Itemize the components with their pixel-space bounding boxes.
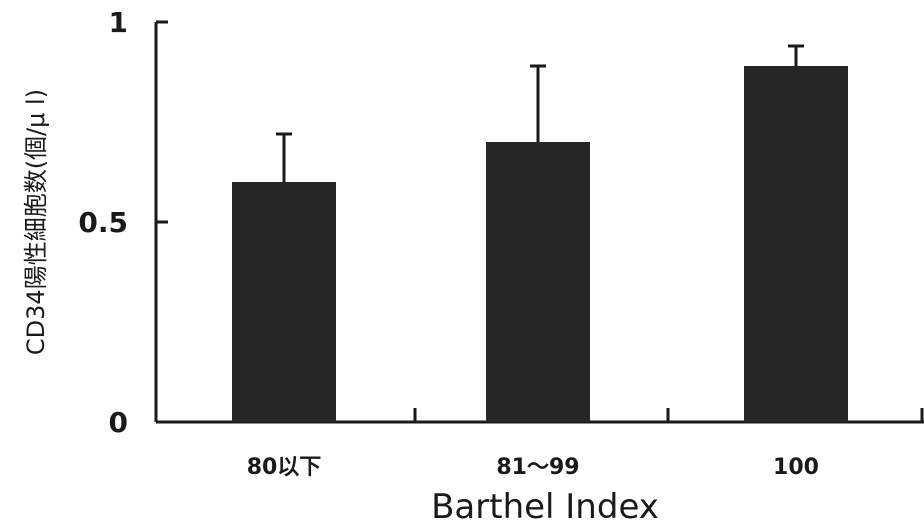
y-tick-label-3: 1: [109, 6, 128, 39]
x-tick-label-1: 80以下: [247, 455, 322, 480]
error-bars: [276, 44, 804, 182]
bar-2: [486, 142, 590, 422]
bars: [232, 66, 848, 422]
x-axis-title: Barthel Index: [431, 487, 659, 527]
bar-3: [744, 66, 848, 422]
y-tick-label-2: 0.5: [78, 206, 128, 239]
bar-1: [232, 182, 336, 422]
y-tick-label-1: 0: [109, 406, 128, 439]
y-ticks: 00.51: [78, 6, 168, 439]
x-ticks: 80以下 81～99 100: [247, 408, 924, 480]
x-tick-label-2: 81～99: [496, 455, 579, 480]
x-tick-label-3: 100: [773, 455, 819, 480]
y-axis-title: CD34陽性細胞数(個/μ l): [22, 89, 50, 355]
